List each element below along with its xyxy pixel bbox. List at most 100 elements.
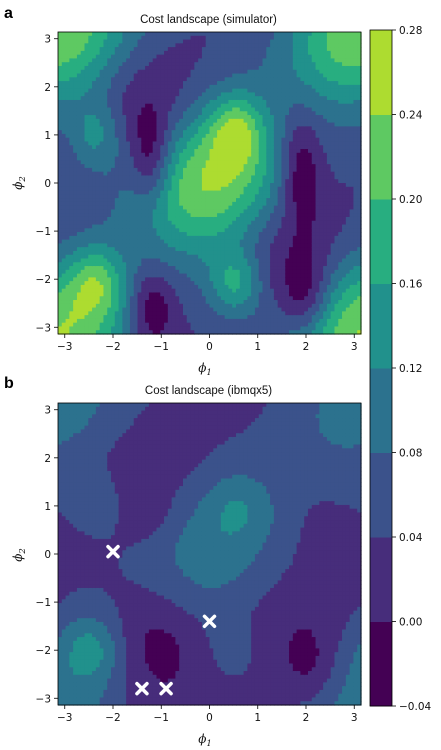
contour-cell xyxy=(141,32,146,37)
contour-cell xyxy=(182,39,188,44)
contour-cell xyxy=(186,303,192,309)
contour-cell xyxy=(171,88,177,94)
contour-cell xyxy=(107,216,112,222)
contour-cell xyxy=(114,122,120,127)
contour-cell xyxy=(236,137,241,143)
contour-cell xyxy=(65,126,70,131)
contour-cell xyxy=(179,213,184,218)
contour-cell xyxy=(167,326,173,331)
contour-cell xyxy=(277,300,283,305)
contour-cell xyxy=(179,262,184,267)
contour-cell xyxy=(186,296,192,301)
contour-cell xyxy=(243,145,248,150)
contour-cell xyxy=(141,269,146,275)
contour-cell xyxy=(118,171,123,177)
contour-cell xyxy=(186,32,192,37)
contour-cell xyxy=(73,118,78,124)
contour-cell xyxy=(194,258,199,263)
contour-cell xyxy=(262,122,267,127)
contour-cell xyxy=(88,130,93,135)
contour-cell xyxy=(190,35,195,41)
contour-cell xyxy=(122,69,127,75)
contour-cell xyxy=(99,201,105,207)
contour-cell xyxy=(251,167,256,173)
contour-cell xyxy=(243,254,248,260)
contour-cell xyxy=(270,99,275,105)
contour-cell xyxy=(217,190,222,195)
contour-cell xyxy=(137,149,142,154)
contour-cell xyxy=(262,318,267,324)
contour-cell xyxy=(213,32,218,37)
contour-cell xyxy=(228,50,233,56)
contour-cell xyxy=(232,269,237,275)
contour-cell xyxy=(92,62,97,67)
contour-cell xyxy=(247,156,252,161)
contour-cell xyxy=(179,190,184,195)
contour-cell xyxy=(95,292,101,297)
contour-cell xyxy=(224,54,230,60)
contour-cell xyxy=(69,167,74,173)
contour-cell xyxy=(262,262,267,267)
contour-cell xyxy=(129,201,135,207)
contour-cell xyxy=(58,88,63,94)
contour-cell xyxy=(243,296,248,301)
contour-cell xyxy=(198,99,203,105)
contour-cell xyxy=(209,39,214,44)
contour-cell xyxy=(209,232,214,237)
contour-cell xyxy=(95,284,101,290)
contour-cell xyxy=(99,175,105,180)
contour-cell xyxy=(182,198,188,203)
contour-cell xyxy=(270,92,275,97)
contour-cell xyxy=(148,54,154,60)
contour-cell xyxy=(133,50,139,56)
contour-cell xyxy=(99,88,105,94)
contour-cell xyxy=(171,35,177,41)
contour-cell xyxy=(270,130,275,135)
contour-cell xyxy=(99,130,105,135)
contour-cell xyxy=(141,194,146,199)
contour-cell xyxy=(88,318,93,324)
contour-cell xyxy=(114,262,120,267)
contour-cell xyxy=(167,141,173,146)
contour-cell xyxy=(213,205,218,211)
contour-cell xyxy=(164,152,169,158)
contour-cell xyxy=(137,326,142,331)
contour-cell xyxy=(148,149,154,154)
contour-cell xyxy=(220,54,226,60)
contour-cell xyxy=(160,292,165,297)
contour-cell xyxy=(289,145,294,150)
contour-cell xyxy=(285,50,290,56)
contour-cell xyxy=(99,149,105,154)
contour-cell xyxy=(281,209,286,214)
contour-cell xyxy=(270,126,275,131)
contour-cell xyxy=(141,39,146,44)
contour-cell xyxy=(285,126,290,131)
contour-cell xyxy=(114,115,120,120)
contour-cell xyxy=(228,209,233,214)
contour-cell xyxy=(186,88,192,94)
contour-cell xyxy=(95,243,101,248)
contour-cell xyxy=(126,126,131,131)
contour-cell xyxy=(156,315,161,320)
contour-cell xyxy=(273,179,279,184)
contour-cell xyxy=(251,126,256,131)
contour-cell xyxy=(103,277,108,282)
contour-cell xyxy=(76,183,82,188)
contour-cell xyxy=(73,156,78,161)
contour-cell xyxy=(198,167,203,173)
contour-cell xyxy=(247,247,252,252)
contour-cell xyxy=(198,220,203,226)
contour-cell xyxy=(190,235,195,241)
contour-cell xyxy=(175,262,180,267)
contour-cell xyxy=(111,266,116,271)
contour-cell xyxy=(217,58,222,63)
contour-cell xyxy=(61,115,67,120)
contour-cell xyxy=(232,262,237,267)
contour-cell xyxy=(254,84,260,90)
contour-cell xyxy=(220,99,226,105)
contour-cell xyxy=(277,115,283,120)
contour-cell xyxy=(152,266,158,271)
contour-cell xyxy=(95,111,101,116)
panel-a-plot-area xyxy=(58,32,362,335)
contour-cell xyxy=(80,126,86,131)
